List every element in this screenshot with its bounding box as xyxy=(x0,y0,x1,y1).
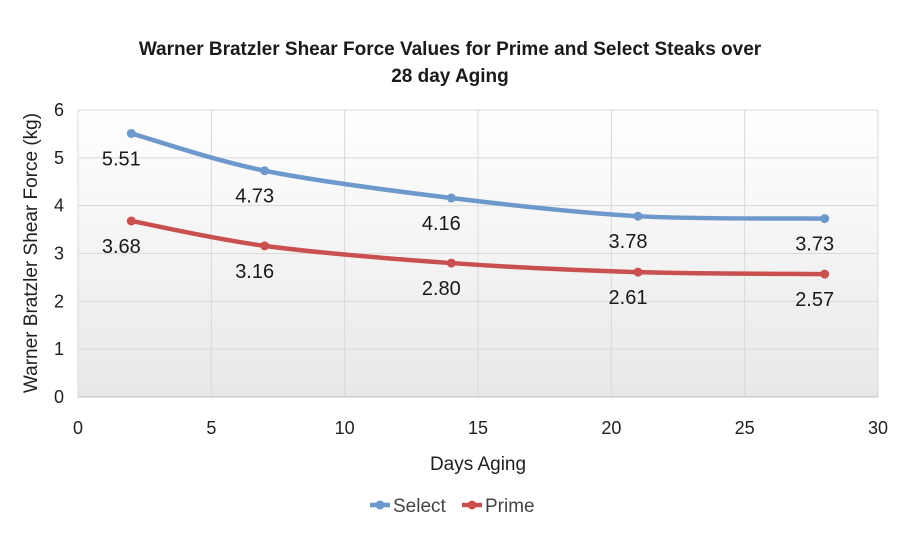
data-point-prime xyxy=(633,267,643,277)
legend: Select Prime xyxy=(370,496,535,517)
chart-title-line-2: 28 day Aging xyxy=(391,66,509,87)
y-tick-label: 5 xyxy=(54,148,64,168)
data-point-prime xyxy=(260,241,270,251)
data-point-select xyxy=(446,193,456,203)
x-tick-label: 25 xyxy=(735,418,755,438)
legend-label-select: Select xyxy=(393,496,447,517)
y-tick-label: 1 xyxy=(54,339,64,359)
data-point-select xyxy=(260,166,270,176)
data-point-prime xyxy=(820,269,830,279)
data-point-select xyxy=(820,214,830,224)
x-tick-label: 5 xyxy=(206,418,216,438)
y-tick-label: 3 xyxy=(54,244,64,264)
data-point-prime xyxy=(446,258,456,268)
legend-swatch-marker-prime xyxy=(467,500,477,510)
x-axis-title: Days Aging xyxy=(430,454,526,475)
data-label-select: 4.73 xyxy=(235,186,274,208)
data-label-select: 3.78 xyxy=(609,231,648,253)
data-label-select: 5.51 xyxy=(102,148,141,170)
data-label-prime: 2.57 xyxy=(795,289,834,311)
data-label-prime: 3.68 xyxy=(102,236,141,258)
data-point-select xyxy=(126,128,136,138)
x-tick-label: 30 xyxy=(868,418,888,438)
y-tick-label: 0 xyxy=(54,387,64,407)
data-labels: 5.51 4.73 4.16 3.78 3.73 3.68 3.16 2.80 2.61 2.57 xyxy=(102,148,834,311)
x-tick-label: 0 xyxy=(73,418,83,438)
y-tick-label: 4 xyxy=(54,196,64,216)
axes: 0 1 2 3 4 5 6 0 5 10 15 20 25 30 xyxy=(54,100,888,438)
data-label-select: 3.73 xyxy=(795,234,834,256)
data-label-prime: 2.61 xyxy=(609,287,648,309)
y-tick-label: 2 xyxy=(54,291,64,311)
y-axis-title: Warner Bratzler Shear Force (kg) xyxy=(21,113,42,393)
x-tick-label: 10 xyxy=(335,418,355,438)
y-tick-label: 6 xyxy=(54,100,64,120)
legend-label-prime: Prime xyxy=(485,496,535,517)
data-label-prime: 2.80 xyxy=(422,278,461,300)
x-tick-label: 20 xyxy=(601,418,621,438)
legend-swatch-marker-select xyxy=(375,500,385,510)
data-point-prime xyxy=(126,216,136,226)
x-tick-label: 15 xyxy=(468,418,488,438)
series-lines xyxy=(126,128,830,279)
data-point-select xyxy=(633,211,643,221)
chart-title-line-1: Warner Bratzler Shear Force Values for P… xyxy=(139,39,762,60)
gridlines xyxy=(78,109,879,397)
data-label-prime: 3.16 xyxy=(235,261,274,283)
data-label-select: 4.16 xyxy=(422,213,461,235)
